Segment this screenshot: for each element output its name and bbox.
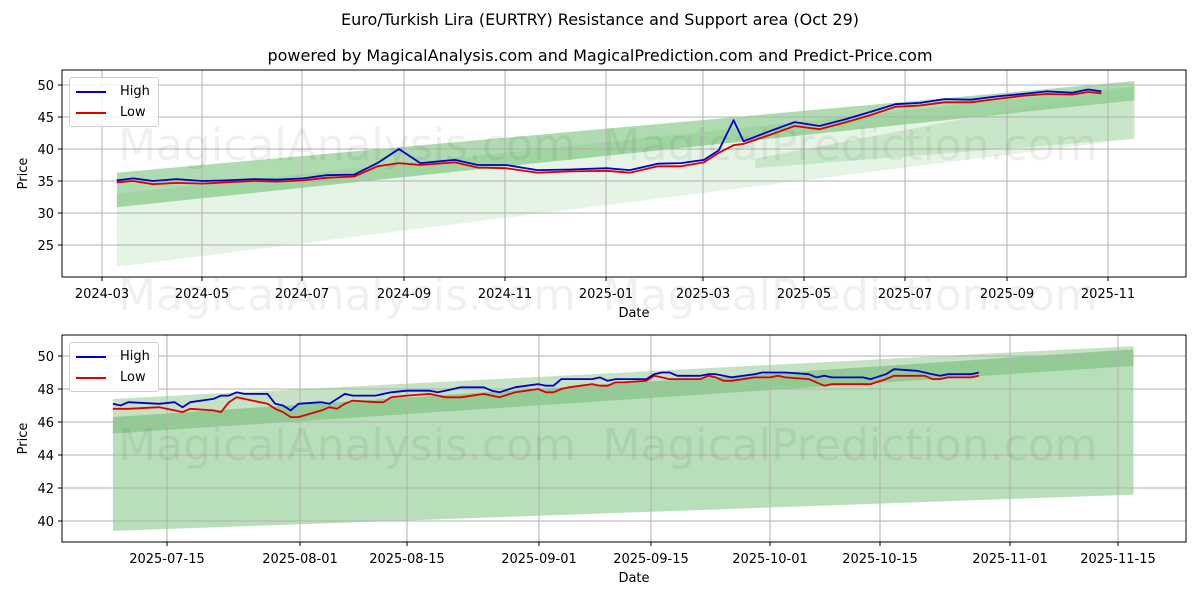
chart-subtitle: powered by MagicalAnalysis.com and Magic…: [267, 46, 933, 65]
y-axis-label: Price: [16, 158, 31, 190]
legend-label-low: Low: [120, 370, 146, 385]
y-tick-label: 25: [37, 239, 54, 254]
resistance-band: [112, 346, 1134, 434]
x-tick-label: 2025-05: [777, 287, 831, 302]
x-tick-label: 2024-09: [377, 287, 431, 302]
x-tick-label: 2025-01: [579, 287, 633, 302]
watermark: MagicalPrediction.com: [603, 270, 1098, 321]
bands: [116, 81, 1135, 267]
y-tick-label: 42: [37, 482, 54, 497]
y-tick-label: 45: [37, 111, 54, 126]
low-line: [116, 91, 1102, 186]
y-tick-label: 50: [37, 350, 54, 365]
x-tick-label: 2024-05: [175, 287, 229, 302]
x-tick-label: 2025-07: [878, 287, 932, 302]
high-line-swatch: [76, 355, 106, 358]
legend-bottom: High Low: [69, 342, 159, 392]
x-axis-label: Date: [618, 571, 649, 586]
bands: [112, 346, 1134, 531]
x-axis-label: Date: [618, 306, 649, 321]
legend-label-low: Low: [120, 105, 146, 120]
x-tick-label: 2024-07: [275, 287, 329, 302]
legend-item-high: High: [76, 346, 150, 367]
y-tick-label: 48: [37, 383, 54, 398]
y-tick-label: 30: [37, 207, 54, 222]
y-tick-label: 35: [37, 175, 54, 190]
legend-top: High Low: [69, 77, 159, 127]
low-line-swatch: [76, 111, 106, 114]
y-tick-label: 46: [37, 416, 54, 431]
high-line: [116, 88, 1102, 182]
x-tick-label: 2025-09: [980, 287, 1034, 302]
high-line: [112, 368, 979, 412]
plot-bottom: 40 42 44 46 48 50 2025-07-15 2025-08-01 2025-08-…: [16, 334, 1187, 586]
x-tick-label: 2024-11: [478, 287, 532, 302]
x-tick-label: 2025-11-01: [972, 552, 1048, 567]
legend-item-high: High: [76, 81, 150, 102]
x-tick-label: 2025-10-15: [842, 552, 918, 567]
y-tick-label: 50: [37, 79, 54, 94]
chart-title: Euro/Turkish Lira (EURTRY) Resistance an…: [341, 10, 859, 29]
x-tick-label: 2025-07-15: [129, 552, 205, 567]
low-line: [112, 374, 979, 418]
support-band: [116, 86, 1135, 267]
low-line-swatch: [76, 376, 106, 379]
watermark: MagicalAnalysis.com: [118, 120, 576, 171]
watermark: MagicalAnalysis.com: [118, 270, 576, 321]
x-tick-label: 2025-09-15: [613, 552, 689, 567]
y-tick-label: 44: [37, 449, 54, 464]
plot-frame: [61, 334, 1187, 543]
y-axis-label: Price: [16, 423, 31, 455]
y-tick-label: 40: [37, 143, 54, 158]
legend-label-high: High: [120, 84, 150, 99]
support-band-recent: [755, 86, 1135, 169]
x-tick-label: 2025-09-01: [501, 552, 577, 567]
x-tick-label: 2025-11-15: [1080, 552, 1156, 567]
x-tick-label: 2024-03: [75, 287, 129, 302]
x-tick-label: 2025-10-01: [732, 552, 808, 567]
plot-frame: [61, 69, 1187, 278]
legend-item-low: Low: [76, 367, 150, 388]
high-line-swatch: [76, 90, 106, 93]
legend-item-low: Low: [76, 102, 150, 123]
support-band: [112, 349, 1134, 531]
x-tick-label: 2025-08-15: [369, 552, 445, 567]
y-tick-label: 40: [37, 515, 54, 530]
watermark: MagicalPrediction.com: [603, 420, 1098, 471]
x-tick-label: 2025-03: [676, 287, 730, 302]
plot-top: 25 30 35 40 45 50 2024-03 2024-05 2024-07 2024-09…: [16, 69, 1187, 321]
x-tick-label: 2025-08-01: [262, 552, 338, 567]
x-tick-label: 2025-11: [1081, 287, 1135, 302]
watermark: MagicalAnalysis.com: [118, 420, 576, 471]
legend-label-high: High: [120, 349, 150, 364]
